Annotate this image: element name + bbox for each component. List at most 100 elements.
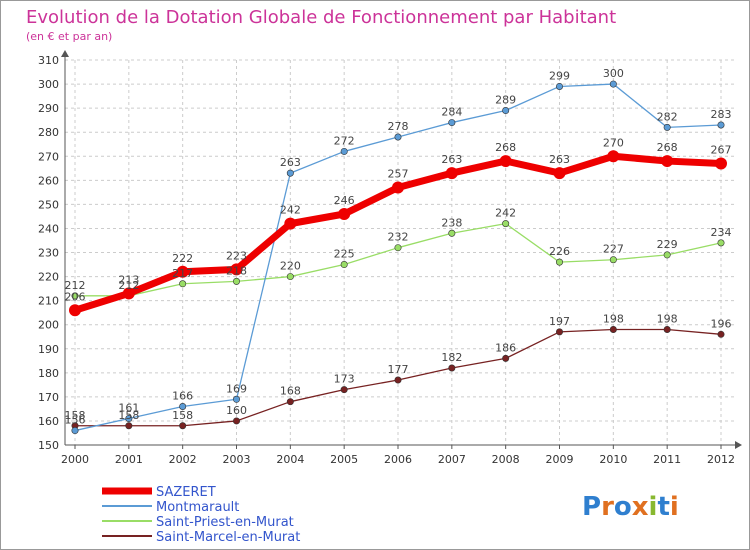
legend-label: Montmarault [156,500,239,515]
x-tick-label: 2011 [653,453,681,466]
data-point [286,169,294,177]
data-label: 263 [280,156,301,169]
y-tick-label: 290 [38,102,59,115]
y-tick-label: 300 [38,78,59,91]
data-label: 197 [549,315,570,328]
y-axis-arrow [61,50,69,57]
y-tick-label: 250 [38,198,59,211]
y-tick-label: 170 [38,391,59,404]
logo-letter: x [632,492,649,522]
series-lines [69,80,727,435]
proxiti-logo: Proxiti [582,492,679,522]
data-label: 278 [388,120,409,133]
y-tick-label: 240 [38,222,59,235]
data-label: 299 [549,69,570,82]
data-label: 232 [388,231,409,244]
data-label: 213 [118,273,139,286]
data-point [125,422,133,430]
data-point [340,386,348,394]
data-label: 225 [334,248,355,261]
data-label: 242 [280,204,301,217]
data-point [502,107,510,115]
data-point [394,244,402,252]
data-point [663,123,671,131]
data-point [502,354,510,362]
data-label: 198 [603,313,624,326]
data-label: 263 [441,153,462,166]
data-label: 161 [118,402,139,415]
data-label: 218 [226,264,247,277]
axes: 1501601701801902002102202302402502602702… [38,50,742,466]
data-label: 229 [657,238,678,251]
logo-letter: i [670,492,679,522]
y-tick-label: 310 [38,54,59,67]
logo-letter: P [582,492,601,522]
data-label: 234 [711,226,732,239]
data-label: 158 [118,409,139,422]
y-tick-label: 210 [38,295,59,308]
data-label: 220 [280,260,301,273]
data-label: 300 [603,67,624,80]
y-tick-label: 280 [38,126,59,139]
data-label: 284 [441,106,462,119]
data-point [663,325,671,333]
data-point [71,427,79,435]
logo-letter: i [649,492,658,522]
data-point [609,325,617,333]
logo-letter: t [657,492,669,522]
data-label: 168 [280,385,301,398]
data-point [609,80,617,88]
data-label: 222 [172,252,193,265]
data-label: 158 [172,409,193,422]
data-point [233,417,241,425]
data-point [661,155,674,168]
data-point [340,261,348,269]
data-point [286,273,294,281]
data-point [609,256,617,264]
data-label: 217 [172,267,193,280]
data-point [392,181,404,194]
data-label: 156 [65,414,86,427]
data-label: 268 [657,141,678,154]
data-point [555,258,563,266]
data-labels: 212 212 217 218 220 225 232 238 242 226 227 229 234 1… [65,67,732,427]
data-point [555,328,563,336]
y-tick-label: 180 [38,367,59,380]
data-label: 272 [334,134,355,147]
data-point [69,304,81,317]
data-label: 242 [495,207,516,220]
data-point [179,402,187,410]
data-point [230,263,243,276]
data-label: 160 [226,404,247,417]
y-tick-label: 270 [38,150,59,163]
data-label: 212 [65,279,86,292]
x-tick-label: 2003 [223,453,251,466]
data-label: 182 [441,351,462,364]
data-point [715,157,727,170]
data-point [717,239,725,247]
logo-text: Proxiti [582,492,679,522]
data-label: 283 [711,108,732,121]
x-tick-label: 2002 [169,453,197,466]
data-point [502,220,510,228]
x-tick-label: 2007 [438,453,466,466]
legend-label: Saint-Priest-en-Murat [156,515,294,530]
data-label: 270 [603,136,624,149]
data-point [448,229,456,237]
data-label: 206 [65,290,86,303]
x-axis-arrow [735,441,742,449]
x-tick-label: 2005 [330,453,358,466]
y-tick-label: 260 [38,174,59,187]
data-label: 246 [334,194,355,207]
x-tick-label: 2010 [599,453,627,466]
x-tick-label: 2009 [546,453,574,466]
data-label: 227 [603,243,624,256]
data-point [125,415,133,423]
chart-subtitle: (en € et par an) [26,30,112,43]
data-point [555,82,563,90]
data-point [448,119,456,127]
data-label: 263 [549,153,570,166]
